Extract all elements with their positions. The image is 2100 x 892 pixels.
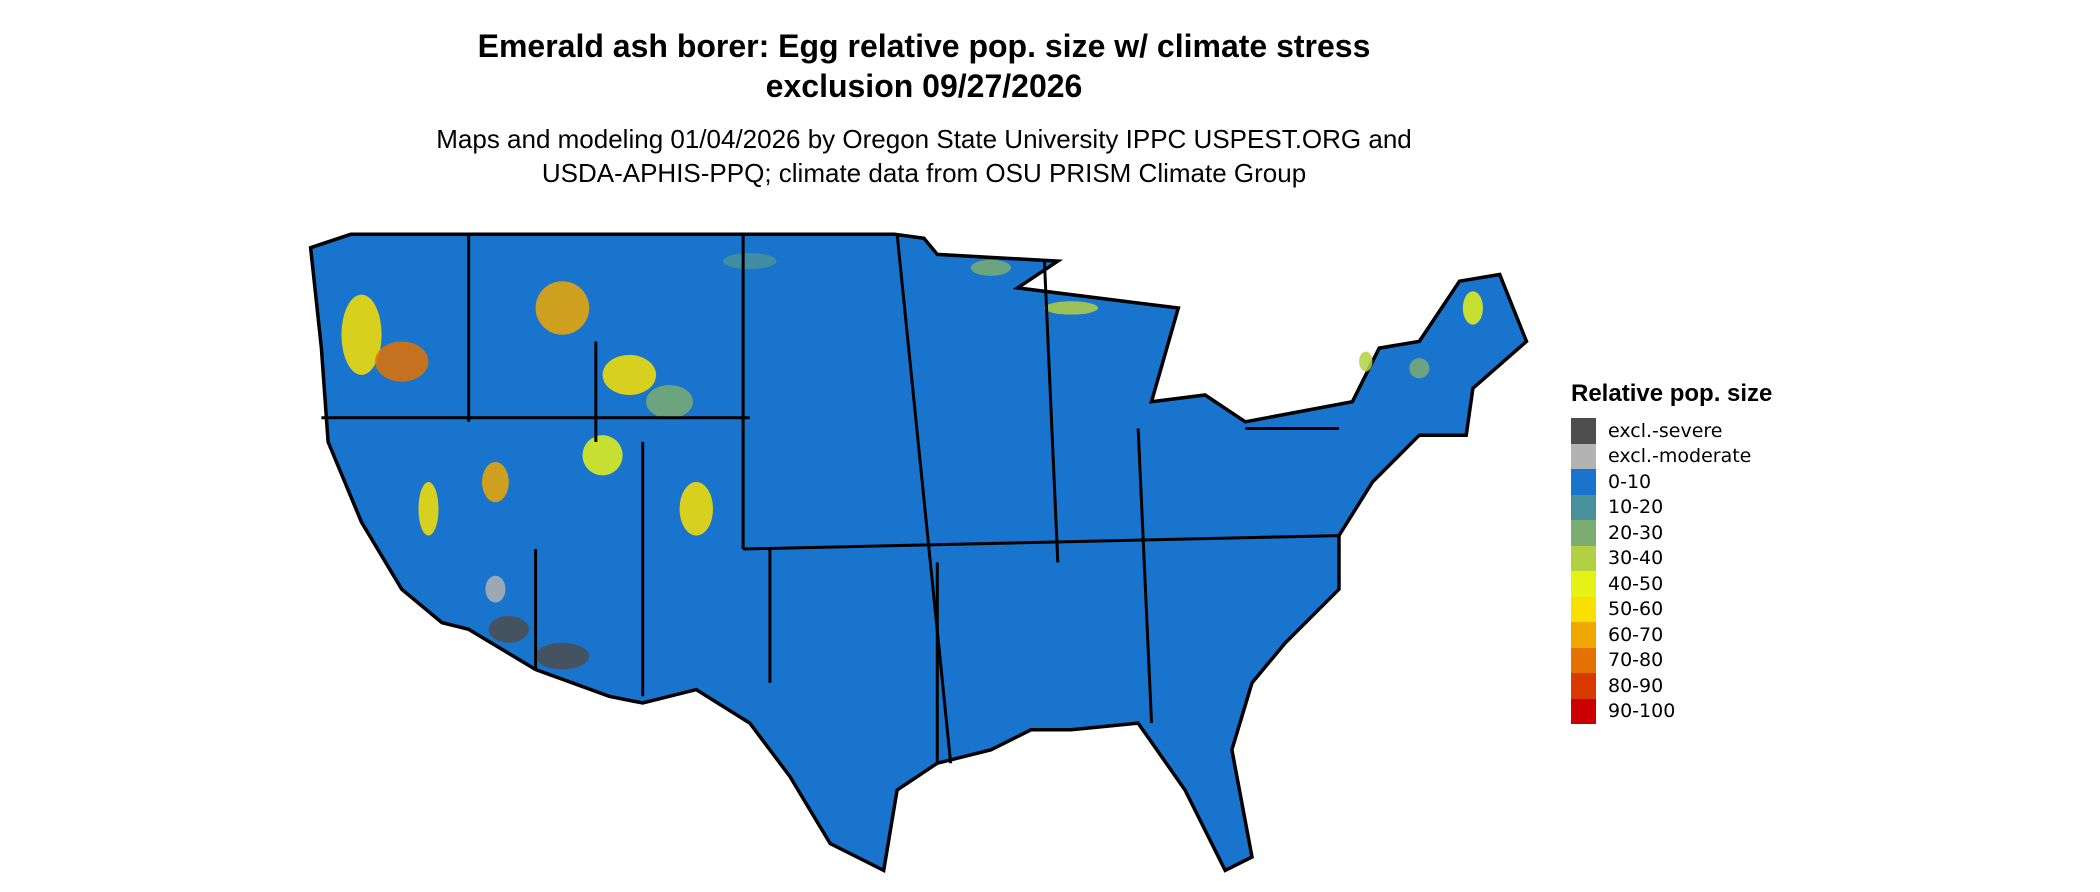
suitability-region	[485, 575, 506, 603]
legend: Relative pop. size excl.-severe excl.-mod…	[1571, 380, 1772, 724]
legend-swatch	[1571, 469, 1596, 495]
legend-label: 90-100	[1608, 700, 1676, 723]
suitability-region	[1044, 301, 1098, 315]
legend-swatch	[1571, 545, 1596, 571]
legend-swatch	[1571, 571, 1596, 597]
map-title-line1: Emerald ash borer: Egg relative pop. siz…	[477, 28, 1371, 64]
legend-swatch	[1571, 673, 1596, 699]
map-subtitle-line1: Maps and modeling 01/04/2026 by Oregon S…	[436, 124, 1412, 154]
us-outline	[308, 232, 1529, 874]
legend-swatch	[1571, 494, 1596, 520]
suitability-region	[582, 435, 623, 476]
suitability-region	[602, 354, 657, 396]
legend-label: 60-70	[1608, 623, 1664, 646]
legend-item: excl.-severe	[1571, 418, 1772, 444]
map-subtitle-line2: USDA-APHIS-PPQ; climate data from OSU PR…	[541, 158, 1307, 188]
legend-label: 40-50	[1608, 572, 1664, 595]
suitability-region	[970, 259, 1011, 276]
suitability-region	[723, 253, 777, 270]
legend-item: 10-20	[1571, 494, 1772, 520]
legend-label: excl.-moderate	[1608, 445, 1752, 468]
map-title-line2: exclusion 09/27/2026	[765, 68, 1083, 104]
state-border	[1042, 261, 1060, 563]
legend-swatch	[1571, 418, 1596, 444]
legend-item: 90-100	[1571, 698, 1772, 724]
suitability-region	[341, 294, 382, 375]
suitability-region	[418, 482, 439, 536]
state-border	[743, 534, 1340, 551]
legend-title: Relative pop. size	[1571, 380, 1773, 407]
legend-item: 70-80	[1571, 647, 1772, 673]
suitability-region	[1462, 291, 1483, 325]
suitability-region	[1359, 351, 1373, 372]
suitability-region	[679, 482, 714, 536]
legend-label: 30-40	[1608, 547, 1664, 570]
legend-swatch	[1571, 596, 1596, 622]
legend-label: 10-20	[1608, 496, 1664, 519]
suitability-region	[646, 384, 693, 419]
legend-swatch	[1571, 443, 1596, 469]
legend-swatch	[1571, 622, 1596, 648]
legend-item: excl.-moderate	[1571, 443, 1772, 469]
suitability-region	[1409, 358, 1430, 379]
legend-item: 20-30	[1571, 520, 1772, 546]
legend-label: 50-60	[1608, 598, 1664, 621]
legend-item: 50-60	[1571, 596, 1772, 622]
legend-swatch	[1571, 698, 1596, 724]
state-border	[1136, 428, 1154, 724]
legend-item: 60-70	[1571, 622, 1772, 648]
legend-label: 80-90	[1608, 674, 1664, 697]
legend-swatch	[1571, 520, 1596, 546]
legend-item: 40-50	[1571, 571, 1772, 597]
suitability-region	[488, 615, 529, 643]
legend-item: 30-40	[1571, 545, 1772, 571]
suitability-region	[535, 281, 590, 335]
suitability-region	[482, 461, 509, 503]
suitability-region	[535, 642, 590, 670]
legend-label: 0-10	[1608, 470, 1652, 493]
legend-label: excl.-severe	[1608, 419, 1723, 442]
legend-item: 80-90	[1571, 673, 1772, 699]
legend-item: 0-10	[1571, 469, 1772, 495]
legend-swatch	[1571, 647, 1596, 673]
state-border	[895, 234, 953, 764]
legend-label: 70-80	[1608, 649, 1664, 672]
legend-label: 20-30	[1608, 521, 1664, 544]
suitability-region	[374, 341, 429, 382]
